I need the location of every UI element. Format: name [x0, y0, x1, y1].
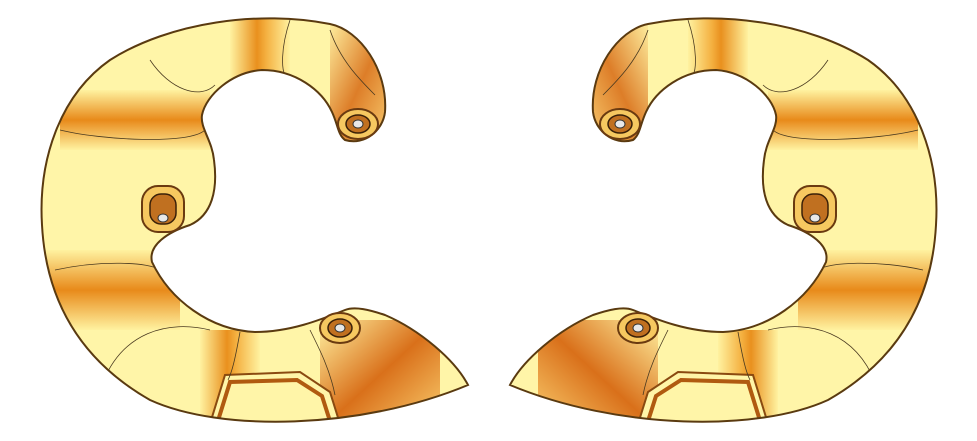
right-shield	[510, 0, 938, 440]
left-shield	[40, 0, 468, 440]
